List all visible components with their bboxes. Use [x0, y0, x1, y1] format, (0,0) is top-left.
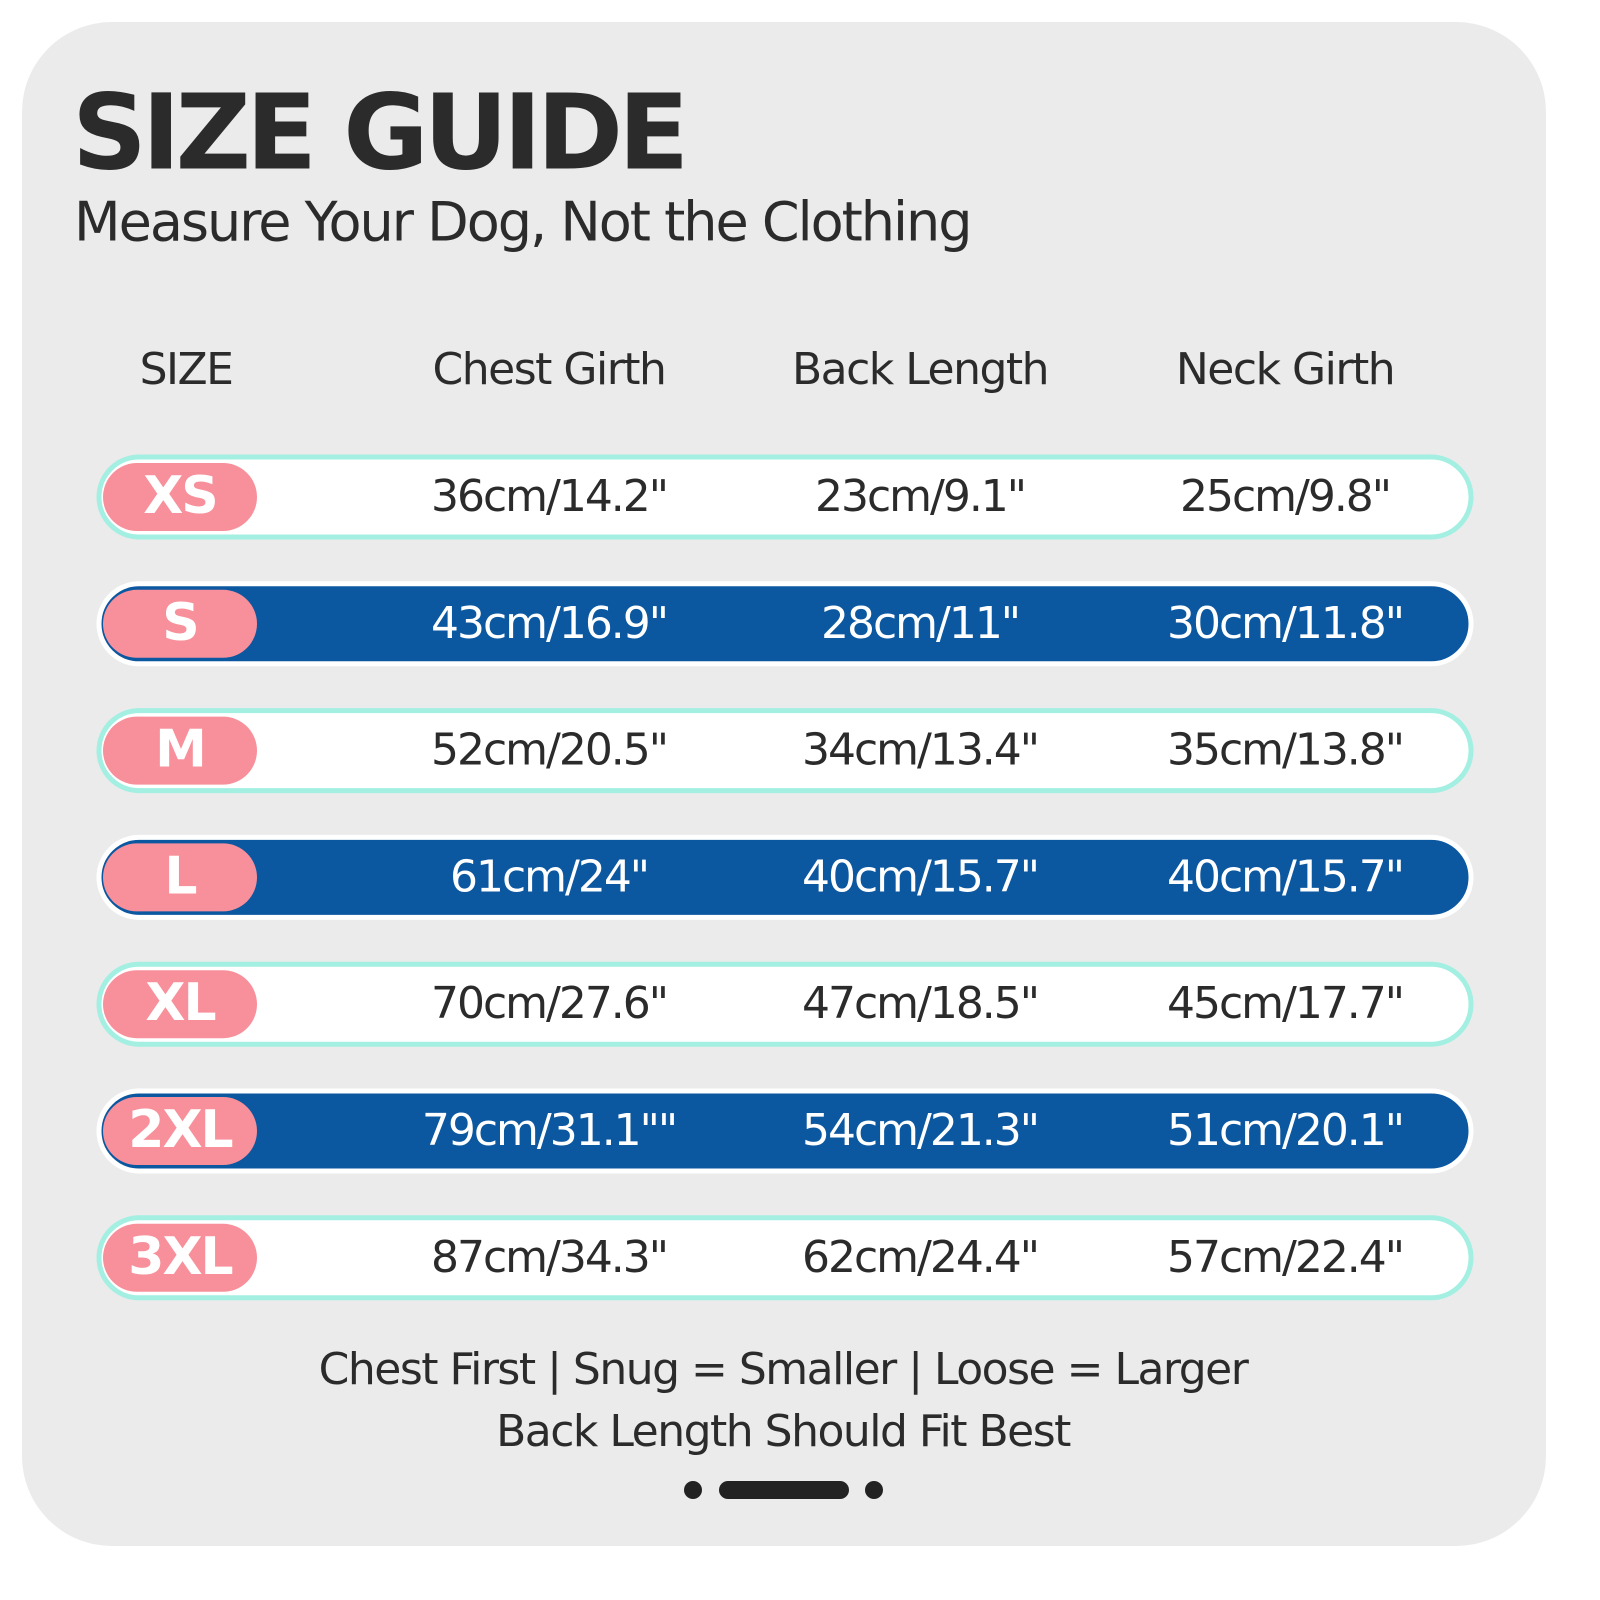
size-badge [103, 1097, 257, 1165]
row [96, 581, 1474, 667]
column-header: Neck Girth [1176, 344, 1394, 395]
measurement: 30cm/11.8" [1167, 598, 1403, 649]
measurement: 47cm/18.5" [802, 978, 1038, 1029]
measurement: 62cm/24.4" [802, 1232, 1038, 1283]
row [96, 1215, 1474, 1301]
size-label: L [164, 846, 196, 906]
column-header: SIZE [140, 344, 233, 395]
measurement: 79cm/31.1"" [422, 1105, 676, 1156]
row [96, 834, 1474, 920]
column-header: Back Length [792, 344, 1048, 395]
size-label: S [162, 593, 197, 653]
footer-line: Back Length Should Fit Best [496, 1406, 1071, 1457]
measurement: 87cm/34.3" [431, 1232, 667, 1283]
measurement: 28cm/11" [821, 598, 1019, 649]
measurement: 61cm/24" [450, 851, 648, 902]
measurement: 40cm/15.7" [1167, 851, 1403, 902]
size-badge [103, 463, 257, 531]
measurement: 35cm/13.8" [1167, 725, 1403, 776]
size-label: 2XL [128, 1100, 232, 1160]
size-badge [103, 843, 257, 912]
size-label: XL [145, 973, 215, 1033]
size-badge [103, 970, 257, 1039]
page-dot [684, 1481, 702, 1499]
page-indicator [719, 1481, 849, 1499]
size-badge [103, 1223, 257, 1292]
size-label: XS [143, 466, 217, 526]
measurement: 57cm/22.4" [1167, 1232, 1403, 1283]
measurement: 40cm/15.7" [802, 851, 1038, 902]
measurement: 52cm/20.5" [431, 725, 667, 776]
page-dot [865, 1481, 883, 1499]
measurement: 23cm/9.1" [815, 471, 1025, 522]
measurement: 45cm/17.7" [1167, 978, 1403, 1029]
subtitle: Measure Your Dog, Not the Clothing [74, 191, 971, 254]
row [96, 961, 1474, 1047]
size-badge [103, 716, 257, 785]
column-header: Chest Girth [433, 344, 666, 395]
title: SIZE GUIDE [72, 71, 684, 193]
measurement: 25cm/9.8" [1180, 471, 1390, 522]
footer-line: Chest First | Snug = Smaller | Loose = L… [319, 1344, 1250, 1395]
row [96, 454, 1474, 540]
measurement: 70cm/27.6" [431, 978, 667, 1029]
measurement: 36cm/14.2" [431, 471, 667, 522]
size-badge [103, 589, 257, 658]
measurement: 43cm/16.9" [431, 598, 667, 649]
size-label: M [155, 720, 205, 780]
measurement: 34cm/13.4" [802, 725, 1038, 776]
row [96, 708, 1474, 794]
measurement: 51cm/20.1" [1167, 1105, 1403, 1156]
measurement: 54cm/21.3" [802, 1105, 1038, 1156]
row [96, 1088, 1474, 1174]
size-label: 3XL [128, 1227, 232, 1287]
